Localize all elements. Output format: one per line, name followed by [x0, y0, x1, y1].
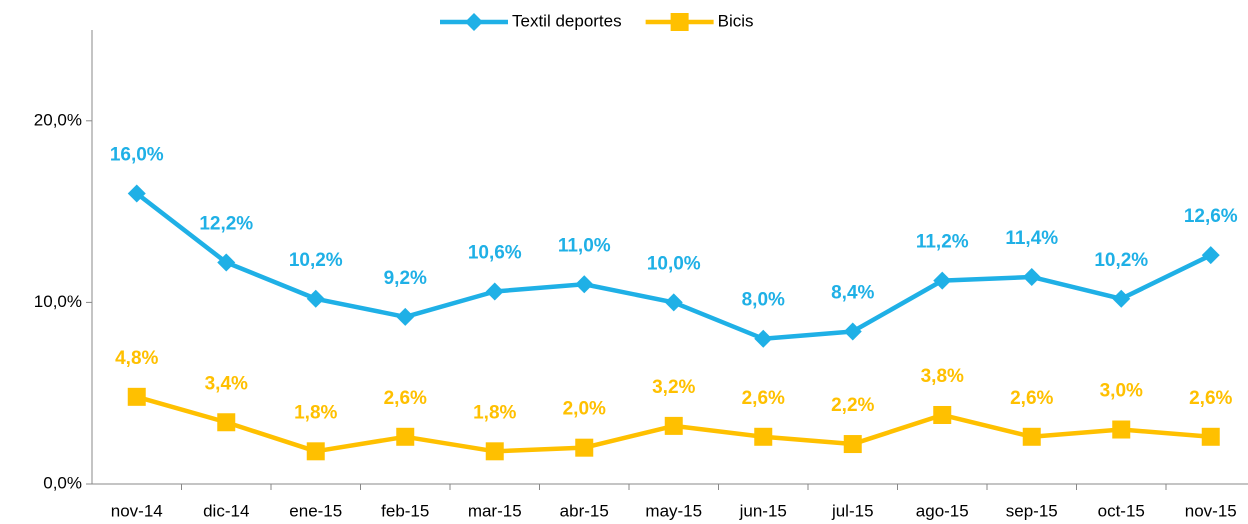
legend-label: Textil deportes	[512, 11, 622, 30]
x-tick-label: nov-14	[111, 501, 163, 520]
y-tick-label: 20,0%	[34, 110, 82, 129]
legend-label: Bicis	[718, 11, 754, 30]
point	[1201, 246, 1220, 265]
point	[843, 322, 862, 341]
x-tick-label: mar-15	[468, 501, 522, 520]
value-label: 2,6%	[1189, 388, 1232, 409]
value-label: 3,0%	[1100, 381, 1143, 402]
point	[1201, 427, 1220, 446]
point	[575, 275, 594, 294]
point	[933, 271, 952, 290]
point	[933, 405, 952, 424]
value-label: 9,2%	[384, 268, 427, 289]
value-label: 10,0%	[647, 253, 701, 274]
value-label: 2,6%	[1010, 388, 1053, 409]
x-tick-label: feb-15	[381, 501, 429, 520]
x-tick-label: sep-15	[1006, 501, 1058, 520]
value-label: 8,0%	[742, 290, 785, 311]
value-label: 2,6%	[742, 388, 785, 409]
value-label: 10,6%	[468, 243, 522, 264]
x-tick-label: may-15	[645, 501, 702, 520]
value-label: 3,2%	[652, 377, 695, 398]
value-label: 8,4%	[831, 282, 874, 303]
x-tick-label: ene-15	[289, 501, 342, 520]
value-label: 1,8%	[473, 402, 516, 423]
point	[754, 329, 773, 348]
value-label: 2,6%	[384, 388, 427, 409]
x-tick-label: dic-14	[203, 501, 249, 520]
value-label: 12,2%	[199, 213, 253, 234]
point	[754, 427, 773, 446]
value-label: 11,2%	[916, 232, 969, 253]
point	[306, 442, 325, 461]
value-label: 12,6%	[1184, 206, 1238, 227]
value-label: 11,4%	[1005, 228, 1058, 249]
point	[1112, 289, 1131, 308]
x-tick-label: jun-15	[739, 501, 787, 520]
value-label: 2,0%	[563, 399, 606, 420]
value-label: 4,8%	[115, 348, 158, 369]
x-tick-label: oct-15	[1098, 501, 1145, 520]
x-tick-label: ago-15	[916, 501, 969, 520]
point	[396, 307, 415, 326]
legend-marker	[465, 13, 483, 31]
point	[217, 253, 236, 272]
y-tick-label: 0,0%	[43, 473, 82, 492]
point	[306, 289, 325, 308]
point	[664, 293, 683, 312]
y-tick-label: 10,0%	[34, 292, 82, 311]
point	[1022, 267, 1041, 286]
x-tick-label: jul-15	[831, 501, 874, 520]
point	[1112, 420, 1131, 439]
value-label: 3,8%	[921, 366, 964, 387]
x-tick-label: nov-15	[1185, 501, 1237, 520]
point	[485, 442, 504, 461]
value-label: 10,2%	[1094, 250, 1148, 271]
point	[843, 435, 862, 454]
point	[127, 184, 146, 203]
point	[396, 427, 415, 446]
point	[575, 438, 594, 457]
value-label: 10,2%	[289, 250, 343, 271]
value-label: 2,2%	[831, 395, 874, 416]
point	[1022, 427, 1041, 446]
value-label: 1,8%	[294, 402, 337, 423]
value-label: 3,4%	[205, 373, 248, 394]
point	[127, 387, 146, 406]
value-label: 16,0%	[110, 144, 164, 165]
value-label: 11,0%	[558, 235, 611, 256]
legend-marker	[670, 13, 689, 31]
point	[485, 282, 504, 301]
x-tick-label: abr-15	[560, 501, 609, 520]
point	[664, 416, 683, 435]
point	[217, 413, 236, 432]
